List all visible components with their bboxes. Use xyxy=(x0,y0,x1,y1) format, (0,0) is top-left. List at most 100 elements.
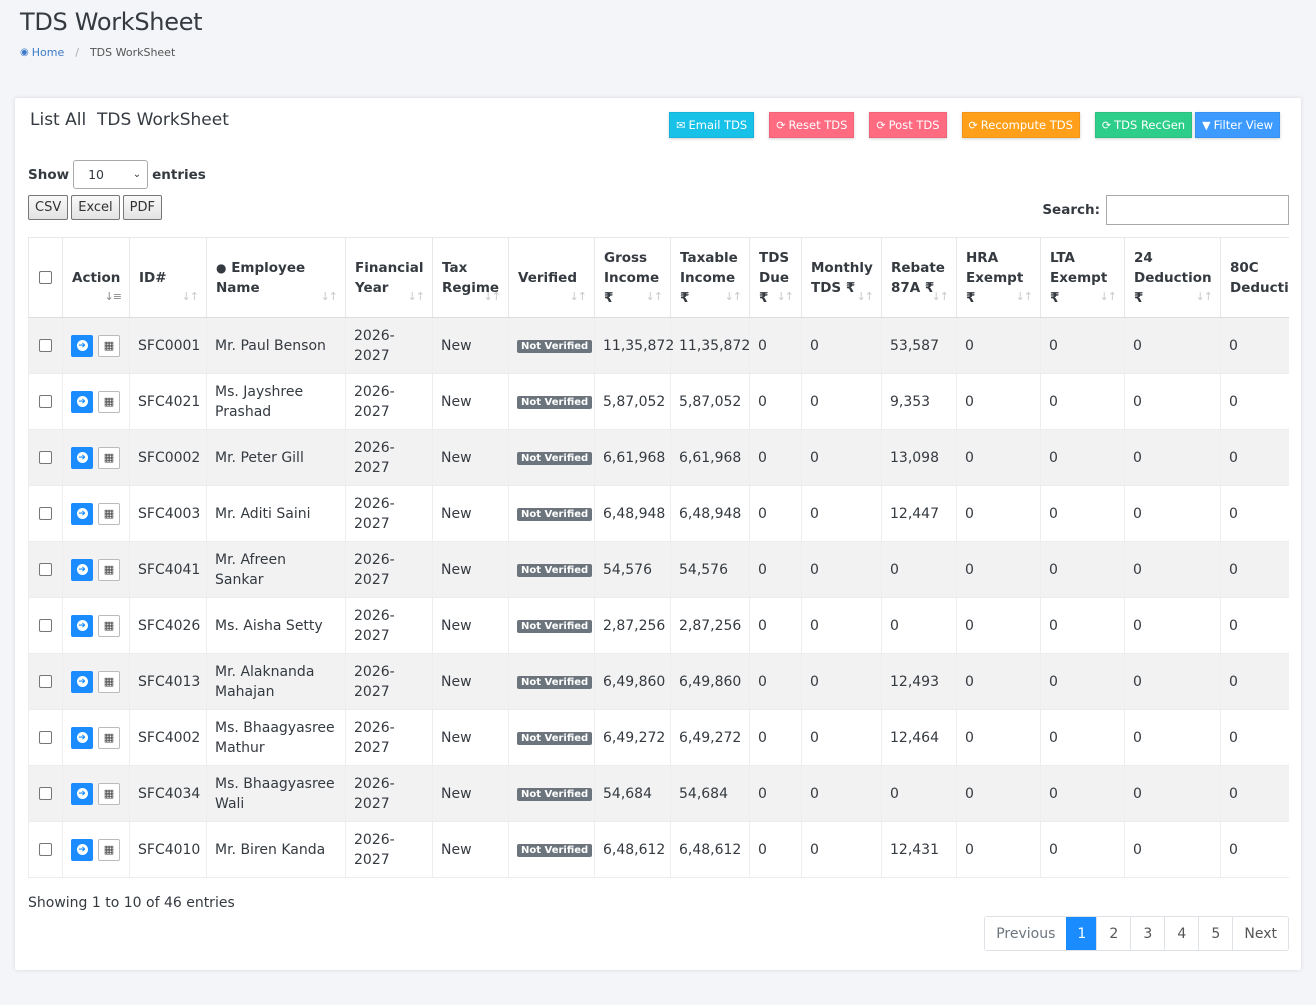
view-button[interactable]: ➜ xyxy=(71,334,93,357)
table-row[interactable]: ➜ ▦ SFC0001 Mr. Paul Benson 2026-2027 New Not … xyxy=(28,317,1289,374)
cell-gross: 5,87,052 xyxy=(594,373,671,430)
cell-monthly: 0 xyxy=(801,541,882,598)
view-button[interactable]: ➜ xyxy=(71,726,93,749)
table-view-button[interactable]: ▦ xyxy=(98,502,120,525)
pagination-page[interactable]: 4 xyxy=(1164,917,1199,950)
row-select-cell xyxy=(28,597,63,654)
column-header-label: ID# xyxy=(139,269,167,286)
view-button[interactable]: ➜ xyxy=(71,446,93,469)
column-header[interactable]: 24 Deduction ₹ ↓↑ xyxy=(1124,237,1221,318)
column-header-label: 80C Deductio ₹ xyxy=(1230,259,1289,296)
cell-rebate: 53,587 xyxy=(881,317,957,374)
table-row[interactable]: ➜ ▦ SFC4034 Ms. Bhaagyasree Wali 2026-2027 Ne… xyxy=(28,765,1289,822)
view-button[interactable]: ➜ xyxy=(71,502,93,525)
column-header[interactable]: ● Employee Name ↓↑ xyxy=(206,237,346,318)
table-view-button[interactable]: ▦ xyxy=(98,446,120,469)
row-checkbox[interactable] xyxy=(39,451,52,464)
view-button[interactable]: ➜ xyxy=(71,782,93,805)
table-row[interactable]: ➜ ▦ SFC4021 Ms. Jayshree Prashad 2026-2027 Ne… xyxy=(28,373,1289,430)
column-header[interactable]: Taxable Income ₹ ↓↑ xyxy=(670,237,750,318)
row-checkbox[interactable] xyxy=(39,507,52,520)
row-checkbox[interactable] xyxy=(39,563,52,576)
excel-button[interactable]: Excel xyxy=(71,195,120,220)
table-row[interactable]: ➜ ▦ SFC4026 Ms. Aisha Setty 2026-2027 New Not … xyxy=(28,597,1289,654)
column-header[interactable]: Gross Income ₹ ↓↑ xyxy=(594,237,671,318)
arrow-circle-icon: ➜ xyxy=(76,620,88,631)
cell-rebate: 0 xyxy=(881,597,957,654)
table-row[interactable]: ➜ ▦ SFC4003 Mr. Aditi Saini 2026-2027 New Not … xyxy=(28,485,1289,542)
table-view-button[interactable]: ▦ xyxy=(98,782,120,805)
pagination-page[interactable]: 5 xyxy=(1198,917,1233,950)
column-header[interactable]: ID# ↓↑ xyxy=(129,237,207,318)
view-button[interactable]: ➜ xyxy=(71,838,93,861)
cell-monthly: 0 xyxy=(801,765,882,822)
entries-length-control: Show 10 ⌄ entries xyxy=(28,160,206,189)
breadcrumb-home-link[interactable]: ◉ Home xyxy=(20,46,64,59)
table-view-button[interactable]: ▦ xyxy=(98,558,120,581)
table-view-button[interactable]: ▦ xyxy=(98,670,120,693)
cell-monthly: 0 xyxy=(801,597,882,654)
column-header[interactable]: Verified ↓↑ xyxy=(508,237,595,318)
column-header[interactable]: LTA Exempt ₹ ↓↑ xyxy=(1040,237,1125,318)
pdf-button[interactable]: PDF xyxy=(122,195,162,220)
post-tds-button[interactable]: ⟳ Post TDS xyxy=(869,112,947,138)
filter-view-button[interactable]: ▼ Filter View xyxy=(1195,112,1280,138)
search-input[interactable] xyxy=(1106,195,1289,225)
csv-button[interactable]: CSV xyxy=(28,195,69,220)
cell-name: Mr. Afreen Sankar xyxy=(206,541,346,598)
row-checkbox[interactable] xyxy=(39,787,52,800)
column-header[interactable]: HRA Exempt ₹ ↓↑ xyxy=(956,237,1041,318)
column-header[interactable]: Action ↓≡ xyxy=(62,237,130,318)
tds-recgen-button[interactable]: ⟳ TDS RecGen xyxy=(1094,112,1193,138)
row-checkbox[interactable] xyxy=(39,619,52,632)
pagination-page[interactable]: 1 xyxy=(1066,917,1097,950)
recompute-tds-button[interactable]: ⟳ Recompute TDS xyxy=(961,112,1080,138)
table-view-button[interactable]: ▦ xyxy=(98,838,120,861)
row-checkbox[interactable] xyxy=(39,843,52,856)
column-header[interactable]: 80C Deductio ₹ xyxy=(1220,237,1289,318)
row-checkbox[interactable] xyxy=(39,731,52,744)
arrow-circle-icon: ➜ xyxy=(76,564,88,575)
entries-select[interactable]: 10 ⌄ xyxy=(73,160,149,189)
view-button[interactable]: ➜ xyxy=(71,670,93,693)
table-row[interactable]: ➜ ▦ SFC4002 Ms. Bhaagyasree Mathur 2026-2027… xyxy=(28,709,1289,766)
table-view-button[interactable]: ▦ xyxy=(98,334,120,357)
table-icon: ▦ xyxy=(103,394,115,408)
arrow-circle-icon: ➜ xyxy=(76,508,88,519)
cell-taxable: 6,61,968 xyxy=(670,429,750,486)
column-header[interactable]: Rebate 87A ₹ ↓↑ xyxy=(881,237,957,318)
row-checkbox[interactable] xyxy=(39,675,52,688)
email-tds-button[interactable]: ✉ Email TDS xyxy=(669,112,755,138)
column-header[interactable]: Tax Regime ↓↑ xyxy=(432,237,509,318)
view-button[interactable]: ➜ xyxy=(71,390,93,413)
pagination-previous[interactable]: Previous xyxy=(985,917,1067,950)
pagination-page[interactable]: 2 xyxy=(1096,917,1131,950)
pagination-next[interactable]: Next xyxy=(1232,917,1288,950)
reset-tds-button[interactable]: ⟳ Reset TDS xyxy=(769,112,855,138)
cell-due: 0 xyxy=(749,765,802,822)
table-row[interactable]: ➜ ▦ SFC0002 Mr. Peter Gill 2026-2027 New Not V… xyxy=(28,429,1289,486)
table-view-button[interactable]: ▦ xyxy=(98,390,120,413)
table-view-button[interactable]: ▦ xyxy=(98,614,120,637)
table-container[interactable]: Action ↓≡ ID# ↓↑ ● Employee Name ↓↑ Financi… xyxy=(28,237,1289,880)
column-header[interactable]: Financial Year ↓↑ xyxy=(345,237,433,318)
view-button[interactable]: ➜ xyxy=(71,558,93,581)
row-checkbox[interactable] xyxy=(39,339,52,352)
cell-c80: 0 xyxy=(1220,485,1289,542)
worksheet-card: List All TDS WorkSheet ✉ Email TDS ⟳ Res… xyxy=(15,98,1301,970)
table-row[interactable]: ➜ ▦ SFC4013 Mr. Alaknanda Mahajan 2026-2027 N… xyxy=(28,653,1289,710)
cell-hra: 0 xyxy=(956,709,1041,766)
table-row[interactable]: ➜ ▦ SFC4010 Mr. Biren Kanda 2026-2027 New Not … xyxy=(28,821,1289,878)
table-view-button[interactable]: ▦ xyxy=(98,726,120,749)
column-header[interactable]: TDS Due ₹ ↓↑ xyxy=(749,237,802,318)
row-checkbox[interactable] xyxy=(39,395,52,408)
cell-c80: 0 xyxy=(1220,765,1289,822)
column-header[interactable]: Monthly TDS ₹ ↓↑ xyxy=(801,237,882,318)
select-all-checkbox[interactable] xyxy=(39,271,52,284)
pagination-page[interactable]: 3 xyxy=(1130,917,1165,950)
cell-taxable: 6,48,612 xyxy=(670,821,750,878)
cell-rebate: 12,431 xyxy=(881,821,957,878)
table-row[interactable]: ➜ ▦ SFC4041 Mr. Afreen Sankar 2026-2027 New No… xyxy=(28,541,1289,598)
arrow-circle-icon: ➜ xyxy=(76,788,88,799)
view-button[interactable]: ➜ xyxy=(71,614,93,637)
